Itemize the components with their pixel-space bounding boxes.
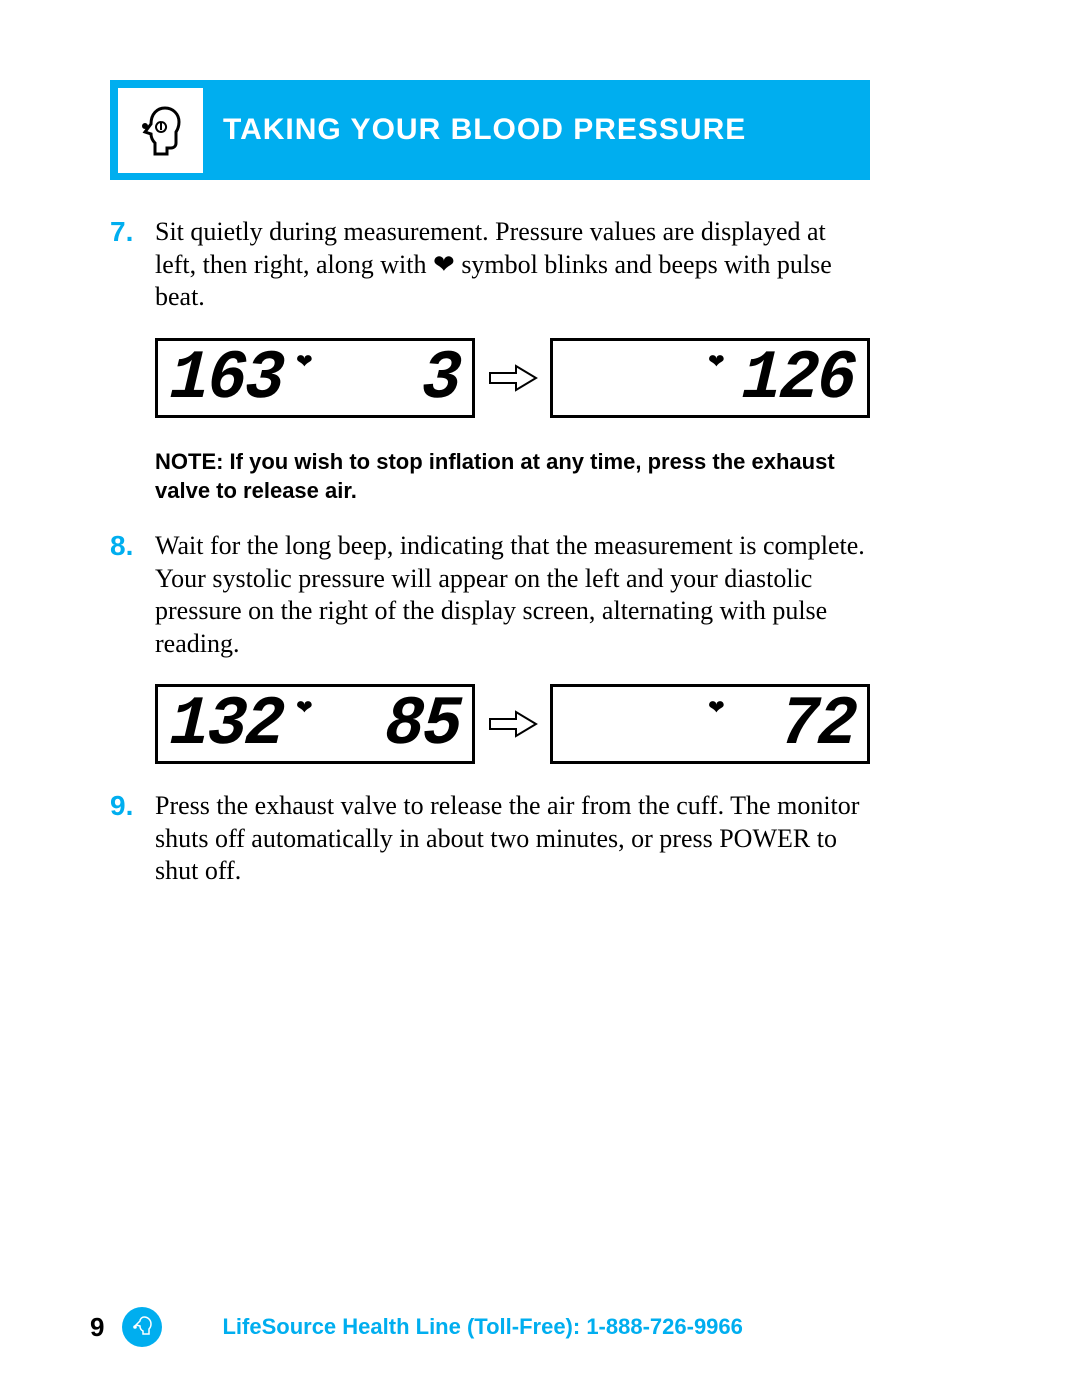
footer-badge-icon [122,1307,162,1347]
lcd-value: 3 [420,339,462,418]
lcd-value: 126 [740,339,857,418]
page-footer: 9 LifeSource Health Line (Toll-Free): 1-… [0,1307,1080,1347]
lcd-box-left: 132 ❤ 85 [155,684,475,764]
step-8: 8. Wait for the long beep, indicating th… [110,530,870,660]
note-text: NOTE: If you wish to stop inflation at a… [155,448,870,505]
header-icon-box [118,88,203,173]
step-7: 7. Sit quietly during measurement. Press… [110,216,870,314]
step-number: 7. [110,216,155,314]
heart-icon: ❤ [296,695,313,720]
lcd-box-right: ❤ 126 [550,338,870,418]
lcd-value: 132 [168,685,285,764]
arrow-icon [485,363,540,393]
lcd-box-left: 163 ❤ 3 [155,338,475,418]
step-text: Press the exhaust valve to release the a… [155,790,870,888]
section-header: TAKING YOUR BLOOD PRESSURE [110,80,870,180]
step-text: Wait for the long beep, indicating that … [155,530,870,660]
lcd-value: 72 [778,685,857,764]
footer-text: LifeSource Health Line (Toll-Free): 1-88… [222,1314,742,1340]
lcd-row-2: 132 ❤ 85 ❤ 72 [155,684,870,764]
lcd-row-1: 163 ❤ 3 ❤ 126 [155,338,870,418]
heart-icon: ❤ [708,695,725,720]
page-number: 9 [90,1312,104,1343]
step-9: 9. Press the exhaust valve to release th… [110,790,870,888]
heart-icon: ❤ [708,349,725,374]
head-profile-icon [131,100,191,160]
lcd-value: 163 [168,339,285,418]
heart-icon: ❤ [433,250,455,279]
heart-icon: ❤ [296,349,313,374]
step-number: 8. [110,530,155,660]
step-number: 9. [110,790,155,888]
step-text: Sit quietly during measurement. Pressure… [155,216,870,314]
lcd-value: 85 [383,685,462,764]
header-title: TAKING YOUR BLOOD PRESSURE [223,113,746,147]
arrow-icon [485,709,540,739]
lcd-box-right: ❤ 72 [550,684,870,764]
